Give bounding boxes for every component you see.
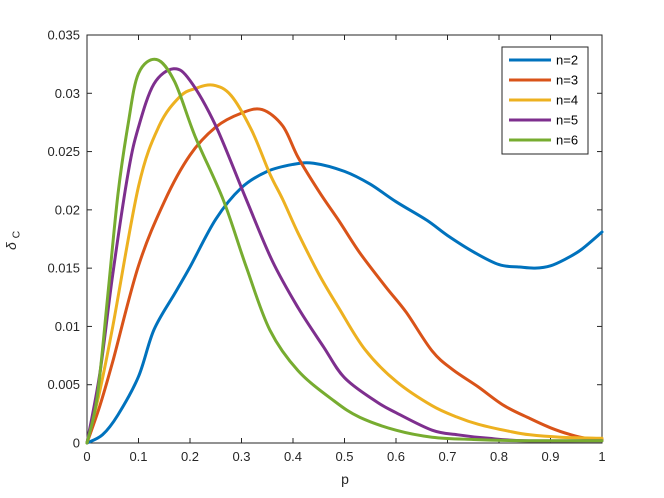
curve-n6	[85, 57, 604, 445]
y-tick-label: 0.005	[47, 377, 80, 392]
y-tick-label: 0.01	[55, 319, 80, 334]
x-tick-label: 0.8	[490, 449, 508, 464]
y-tick-label: 0.035	[47, 28, 80, 43]
legend-label-n4: n=4	[556, 93, 578, 108]
x-tick-label: 0	[83, 449, 90, 464]
x-axis-label: p	[341, 471, 349, 487]
y-tick-label: 0.03	[55, 86, 80, 101]
x-tick-label: 0.6	[387, 449, 405, 464]
plot-area: 0 0.1 0.2 0.3 0.4 0.5 0.6 0.7 0.8 0.9 1 0 0.005 0.01 0…	[47, 28, 605, 465]
y-tick-label: 0.015	[47, 261, 80, 276]
y-tick-label: 0.02	[55, 202, 80, 217]
x-tick-label: 0.2	[181, 449, 199, 464]
x-tick-label: 0.4	[284, 449, 302, 464]
legend-label-n2: n=2	[556, 53, 578, 68]
curve-n4	[85, 83, 604, 445]
legend-label-n6: n=6	[556, 133, 578, 148]
x-tick-label: 0.9	[541, 449, 559, 464]
curve-n3	[85, 107, 604, 445]
y-tick-label: 0.025	[47, 144, 80, 159]
x-tick-label: 0.3	[232, 449, 250, 464]
legend-label-n5: n=5	[556, 113, 578, 128]
curve-n2	[85, 161, 604, 445]
x-tick-label: 0.5	[335, 449, 353, 464]
x-tick-label: 0.7	[438, 449, 456, 464]
y-axis-label-subscript: C	[11, 230, 23, 238]
x-tick-label: 1	[598, 449, 605, 464]
x-tick-label: 0.1	[129, 449, 147, 464]
y-axis-label: δ C	[3, 230, 23, 250]
legend-label-n3: n=3	[556, 73, 578, 88]
y-tick-label: 0	[73, 436, 80, 451]
curve-n5	[85, 67, 604, 445]
y-axis-label-symbol: δ	[3, 242, 19, 250]
